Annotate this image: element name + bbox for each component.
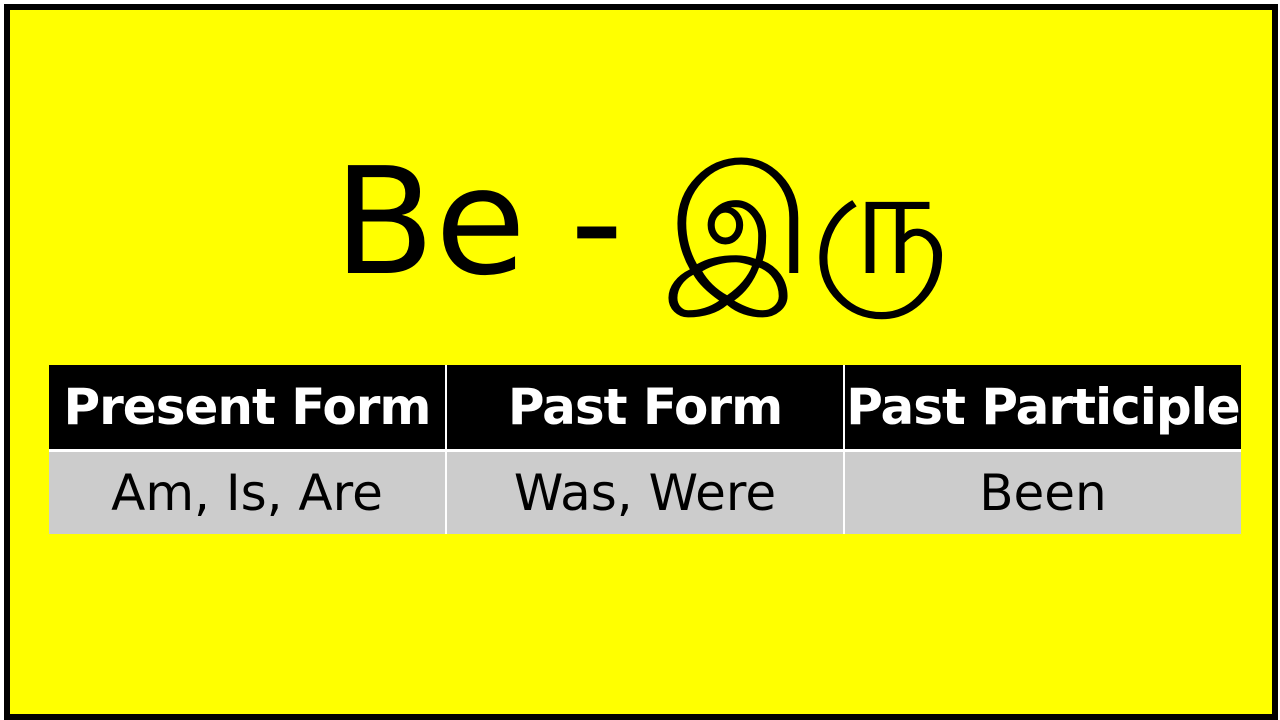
slide-frame: Be - இரு Present Form Past Form Past Parti… <box>4 4 1278 720</box>
header-past-form: Past Form <box>446 365 845 451</box>
verb-forms-table: Present Form Past Form Past Participle A… <box>49 365 1241 534</box>
page-title: Be - இரு <box>10 142 1272 302</box>
cell-present-form: Am, Is, Are <box>49 449 447 534</box>
table-row: Am, Is, Are Was, Were Been <box>49 449 1241 534</box>
cell-past-participle: Been <box>843 449 1241 534</box>
table-header-row: Present Form Past Form Past Participle <box>49 365 1241 451</box>
title-separator: - <box>570 136 624 308</box>
header-past-participle: Past Participle <box>843 365 1241 451</box>
title-tamil-word: இரு <box>667 136 949 308</box>
cell-past-form: Was, Were <box>446 449 845 534</box>
header-present-form: Present Form <box>49 365 447 451</box>
title-english-word: Be <box>333 136 527 308</box>
